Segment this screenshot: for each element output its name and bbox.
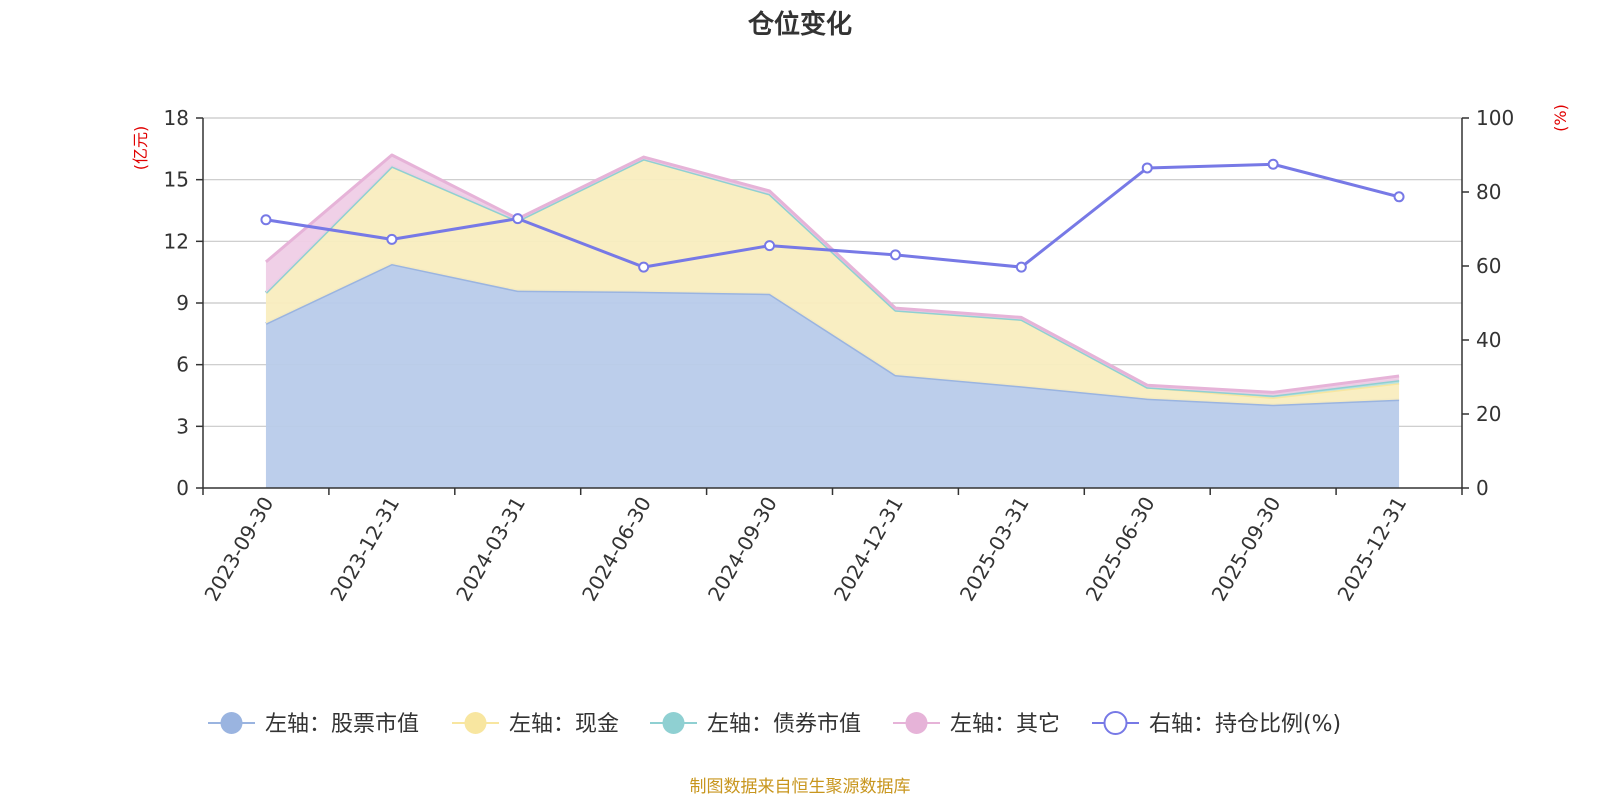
holding-ratio-point (638, 261, 650, 273)
holding-ratio-point (1393, 191, 1405, 203)
left-axis-tick-label: 12 (164, 229, 189, 253)
holding-ratio-point (1141, 162, 1153, 174)
legend-filled-circle-icon (662, 712, 685, 734)
right-axis-tick-label: 80 (1476, 180, 1501, 204)
left-axis-tick-label: 0 (176, 476, 189, 500)
legend-item-5[interactable]: 右轴：持仓比例(%) (1092, 711, 1341, 737)
chart-title: 仓位变化 (747, 9, 852, 40)
x-axis-tick-label: 2024-09-30 (703, 493, 782, 606)
holding-ratio-point (386, 233, 398, 245)
holding-ratio-point (1267, 158, 1279, 170)
left-axis-tick-label: 18 (164, 106, 189, 130)
x-axis-tick-label: 2024-12-31 (829, 493, 908, 606)
stacked-areas (264, 153, 1400, 488)
legend-filled-circle-icon (905, 712, 928, 734)
legend[interactable]: 左轴：股票市值 左轴：现金 左轴：债券市值 左轴：其它 右轴：持仓比例(%) (208, 711, 1341, 737)
legend-item-1[interactable]: 左轴：股票市值 (208, 712, 419, 737)
right-axis-unit: (%) (1551, 104, 1570, 132)
left-axis-tick-label: 15 (164, 168, 189, 192)
right-axis-tick-label: 60 (1476, 254, 1501, 278)
right-axis-tick-label: 40 (1476, 328, 1501, 352)
x-axis-tick-label: 2025-06-30 (1081, 493, 1160, 606)
x-axis-tick-label: 2025-09-30 (1207, 493, 1286, 606)
x-axis-tick-label: 2024-06-30 (577, 493, 656, 606)
holding-ratio-point (1015, 261, 1027, 273)
area-series-2 (265, 159, 1400, 405)
left-axis-tick-label: 6 (176, 353, 189, 377)
x-axis-tick-label: 2023-09-30 (199, 493, 278, 606)
left-axis-unit: (亿元) (131, 126, 150, 171)
area-series-1 (265, 263, 1400, 488)
data-source-note: 制图数据来自恒生聚源数据库 (690, 777, 911, 797)
legend-filled-circle-icon (464, 712, 487, 734)
legend-label: 左轴：债券市值 (707, 712, 861, 737)
legend-label: 左轴：股票市值 (265, 712, 419, 737)
right-axis-tick-label: 0 (1476, 476, 1489, 500)
holding-ratio-point (512, 213, 524, 225)
holding-ratio-point (889, 249, 901, 261)
holding-ratio-point (260, 214, 272, 226)
left-axis-tick-label: 3 (176, 414, 189, 438)
x-axis-tick-label: 2024-03-31 (451, 493, 530, 606)
legend-item-2[interactable]: 左轴：现金 (452, 712, 619, 737)
left-axis-tick-label: 9 (176, 291, 189, 315)
holding-ratio-point (764, 240, 776, 252)
x-axis-tick-label: 2025-03-31 (955, 493, 1034, 606)
legend-label: 左轴：现金 (509, 712, 619, 737)
legend-item-3[interactable]: 左轴：债券市值 (650, 712, 861, 737)
ratio-line-layer (260, 158, 1405, 273)
right-axis-tick-label: 100 (1476, 106, 1514, 130)
legend-filled-circle-icon (220, 712, 243, 734)
legend-label: 右轴：持仓比例(%) (1149, 712, 1341, 737)
right-axis-tick-label: 20 (1476, 402, 1501, 426)
legend-hollow-circle-icon (1103, 711, 1128, 735)
legend-label: 左轴：其它 (950, 712, 1060, 737)
x-axis-tick-label: 2025-12-31 (1332, 493, 1411, 606)
holding-ratio-line (265, 162, 1400, 269)
legend-item-4[interactable]: 左轴：其它 (893, 712, 1060, 737)
x-axis-tick-label: 2023-12-31 (325, 493, 404, 606)
